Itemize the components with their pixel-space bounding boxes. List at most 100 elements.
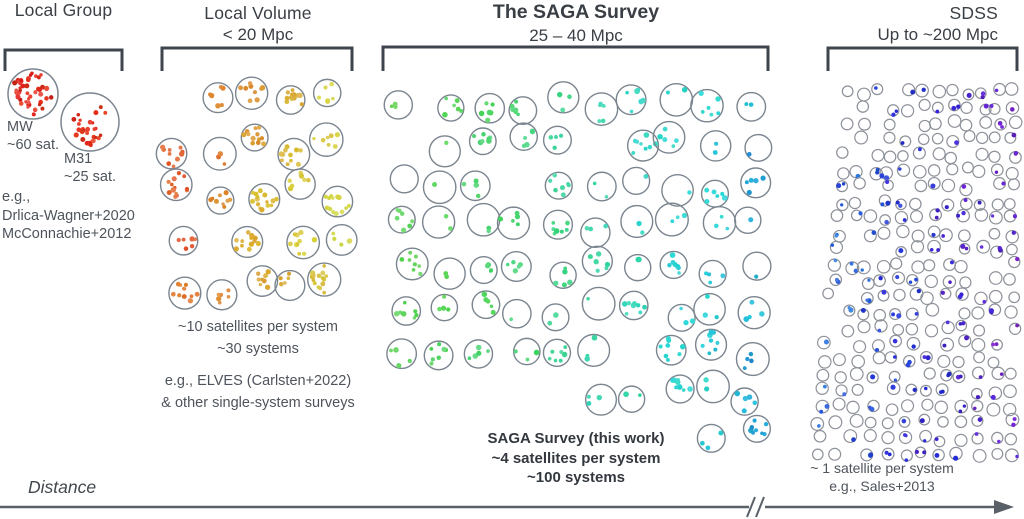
galaxy-system-circle	[934, 400, 948, 415]
galaxy-system-circle	[835, 384, 848, 397]
satellite-dot	[31, 112, 36, 117]
galaxy-system-circle	[912, 146, 926, 160]
satellite-dot	[935, 208, 940, 213]
satellite-dot	[679, 306, 683, 311]
satellite-dot	[898, 248, 904, 254]
satellite-dot	[485, 298, 491, 304]
satellite-dot	[662, 137, 668, 143]
saga-range: 25 – 40 Mpc	[529, 26, 623, 45]
galaxy-system-circle	[654, 202, 689, 237]
galaxy-system-circle	[975, 147, 989, 161]
satellite-dot	[288, 95, 292, 100]
satellite-dot	[586, 296, 590, 301]
satellite-dot	[552, 172, 558, 178]
satellite-dot	[824, 403, 830, 409]
satellite-dot	[841, 182, 846, 186]
galaxy-system-circle	[7, 68, 59, 120]
satellite-dot	[720, 191, 725, 197]
stat-line: SAGA Survey (this work)	[487, 430, 665, 447]
satellite-dot	[298, 229, 304, 235]
satellite-dot	[285, 162, 290, 167]
satellite-dot	[255, 140, 261, 146]
satellite-dot	[891, 112, 896, 117]
satellite-dot	[643, 132, 650, 138]
satellite-dot	[997, 439, 1001, 444]
satellite-dot	[669, 252, 676, 258]
satellite-dot	[279, 158, 284, 163]
galaxy-system-circle	[974, 87, 987, 100]
satellite-dot	[670, 219, 675, 224]
satellite-dot	[584, 226, 590, 231]
galaxy-system-circle	[816, 368, 830, 382]
satellite-dot	[222, 162, 227, 166]
satellite-dot	[702, 312, 708, 318]
satellite-dot	[473, 182, 479, 188]
satellite-dot	[874, 347, 880, 353]
satellite-dot	[436, 355, 442, 361]
galaxy-system-circle	[549, 261, 577, 290]
satellite-dot	[925, 355, 931, 361]
galaxy-system-circle	[891, 271, 906, 285]
satellite-dot	[25, 77, 31, 83]
satellite-dot	[437, 342, 442, 347]
satellite-dot	[558, 133, 564, 138]
galaxy-system-circle	[584, 383, 618, 416]
galaxy-system-circle	[871, 83, 884, 96]
satellite-dot	[745, 356, 750, 362]
satellite-dot	[712, 150, 718, 155]
satellite-dot	[183, 246, 189, 251]
galaxy-system-circle	[954, 259, 968, 274]
satellite-dot	[561, 351, 568, 358]
satellite-dot	[399, 257, 405, 262]
satellite-dot	[704, 187, 710, 193]
satellite-dot	[98, 133, 103, 138]
satellite-dot	[414, 312, 419, 318]
satellite-dot	[941, 234, 945, 238]
satellite-dot	[752, 418, 757, 423]
satellite-dot	[988, 308, 994, 314]
satellite-dot	[604, 194, 609, 199]
satellite-dot	[833, 258, 838, 263]
galaxy-system-circle	[867, 399, 880, 413]
galaxy-system-circle	[857, 87, 871, 102]
galaxy-system-circle	[986, 402, 1001, 417]
galaxy-system-circle	[841, 85, 854, 98]
satellite-dot	[332, 236, 337, 241]
satellite-dot	[624, 311, 629, 316]
satellite-dot	[553, 134, 558, 139]
galaxy-system-circle	[581, 245, 613, 277]
satellite-dot	[742, 395, 749, 402]
galaxy-system-circle	[829, 273, 843, 287]
satellite-dot	[718, 430, 724, 436]
galaxy-system-circle	[284, 168, 316, 200]
satellite-dot	[708, 280, 713, 285]
satellite-dot	[26, 105, 30, 109]
satellite-dot	[871, 230, 877, 235]
galaxy-system-circle	[1006, 243, 1018, 256]
satellite-dot	[443, 271, 449, 276]
satellite-dot	[329, 81, 335, 87]
galaxy-system-circle	[694, 328, 728, 361]
satellite-dot	[412, 262, 417, 267]
local-volume-references: e.g., ELVES (Carlsten+2022) & other sing…	[146, 371, 370, 414]
satellite-dot	[705, 445, 711, 451]
satellite-dot	[238, 85, 243, 91]
satellite-dot	[167, 148, 172, 152]
satellite-dot	[171, 176, 177, 182]
galaxy-system-circle	[665, 374, 695, 404]
galaxy-system-circle	[832, 353, 846, 367]
satellite-dot	[475, 193, 481, 199]
satellite-dot	[934, 215, 939, 220]
galaxy-system-circle	[832, 397, 846, 411]
galaxy-system-circle	[889, 334, 903, 348]
galaxy-system-circle	[541, 303, 570, 332]
mw-name: MW	[7, 119, 33, 135]
satellite-dot	[953, 455, 959, 461]
satellite-dot	[255, 240, 261, 247]
satellite-dot	[640, 230, 645, 235]
satellite-dot	[339, 209, 345, 215]
saga-field	[383, 81, 773, 453]
galaxy-system-circle	[624, 253, 652, 282]
reference-line: e.g., ELVES (Carlsten+2022)	[164, 373, 352, 389]
satellite-dot	[299, 102, 304, 107]
